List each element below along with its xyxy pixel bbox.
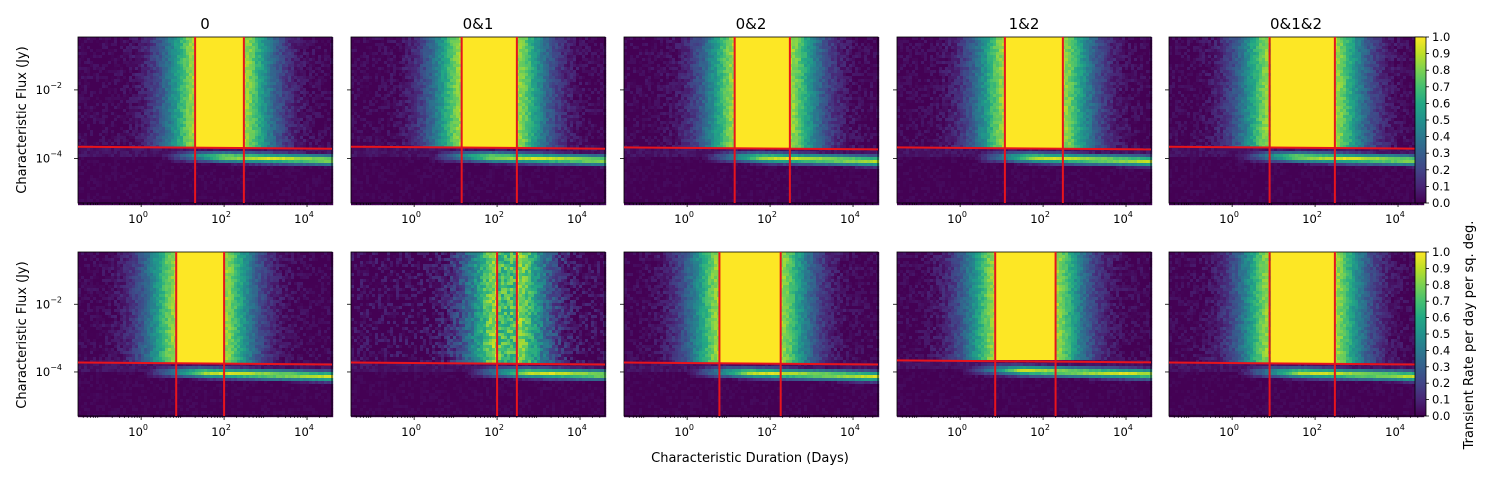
colorbar-tick-4: 0.4 <box>1432 343 1450 357</box>
panel-bottom-2: 100 102 104 <box>620 252 879 439</box>
y-tick-label-1: 10−4 <box>36 149 62 165</box>
x-tick-label-1: 102 <box>757 423 777 439</box>
x-tick-label-1: 102 <box>1302 423 1322 439</box>
colorbar-tick-2: 0.2 <box>1432 163 1450 177</box>
x-tick-label-2: 104 <box>1385 210 1405 226</box>
colorbar-tick-6: 0.6 <box>1432 311 1450 325</box>
panel-bottom-1: 100 102 104 <box>347 252 606 439</box>
heatmap-cells <box>1169 37 1424 205</box>
colorbar-tick-3: 0.3 <box>1432 146 1450 160</box>
panel-top-4: 100 102 104 0&1&2 <box>1165 15 1424 226</box>
panel-top-2: 100 102 104 0&2 <box>620 15 879 226</box>
x-tick-label-0: 100 <box>128 210 148 226</box>
x-tick-label-0: 100 <box>1219 423 1239 439</box>
x-tick-label-1: 102 <box>757 210 777 226</box>
x-tick-label-2: 104 <box>840 423 860 439</box>
x-tick-label-2: 104 <box>567 423 587 439</box>
heatmap-cells <box>624 37 879 205</box>
ylabel-bottom: Characteristic Flux (Jy) <box>15 261 30 408</box>
colorbar-tick-10: 1.0 <box>1432 30 1450 44</box>
colorbar-tick-6: 0.6 <box>1432 96 1450 110</box>
colorbar-tick-1: 0.1 <box>1432 179 1450 193</box>
heatmap-cells <box>78 37 333 205</box>
panel-top-3: 100 102 104 1&2 <box>893 15 1152 226</box>
panel-title-1: 0&1 <box>463 15 494 33</box>
colorbar-tick-5: 0.5 <box>1432 113 1450 127</box>
panels: 100 102 104 10−2 10−4 0 100 102 104 0&1 100 102 104 0… <box>36 15 1425 439</box>
colorbar-tick-8: 0.8 <box>1432 63 1450 77</box>
colorbar-tick-5: 0.5 <box>1432 327 1450 341</box>
x-tick-label-0: 100 <box>947 210 967 226</box>
panel-title-4: 0&1&2 <box>1270 15 1322 33</box>
panel-title-3: 1&2 <box>1009 15 1040 33</box>
heatmap-cells <box>78 252 333 417</box>
panel-title-2: 0&2 <box>736 15 767 33</box>
panel-title-0: 0 <box>200 15 210 33</box>
colorbar-tick-10: 1.0 <box>1432 245 1450 259</box>
colorbar-label: Transient Rate per day per sq. deg. <box>1462 221 1477 451</box>
colorbar-bottom: 0.0 0.1 0.2 0.3 0.4 0.5 0.6 0.7 0.8 0.9 1.0 <box>1415 245 1450 423</box>
panel-top-0: 100 102 104 10−2 10−4 0 <box>36 15 334 226</box>
heatmap-cells <box>351 252 606 417</box>
x-tick-label-1: 102 <box>484 423 504 439</box>
colorbar-tick-7: 0.7 <box>1432 80 1450 94</box>
y-tick-label-0: 10−2 <box>36 81 62 97</box>
y-tick-label-1: 10−4 <box>36 363 62 379</box>
colorbar-tick-1: 0.1 <box>1432 393 1450 407</box>
heatmap-cells <box>897 252 1152 417</box>
x-tick-label-0: 100 <box>674 423 694 439</box>
colorbar-top: 0.0 0.1 0.2 0.3 0.4 0.5 0.6 0.7 0.8 0.9 1.0 <box>1415 30 1450 210</box>
x-tick-label-2: 104 <box>840 210 860 226</box>
panel-bottom-0: 100 102 104 10−2 10−4 <box>36 252 334 439</box>
x-tick-label-0: 100 <box>401 210 421 226</box>
x-tick-label-0: 100 <box>947 423 967 439</box>
colorbar-tick-9: 0.9 <box>1432 261 1450 275</box>
x-tick-label-1: 102 <box>1030 423 1050 439</box>
x-tick-label-0: 100 <box>1219 210 1239 226</box>
x-tick-label-1: 102 <box>484 210 504 226</box>
colorbar-tick-0: 0.0 <box>1432 409 1450 423</box>
y-tick-label-0: 10−2 <box>36 295 62 311</box>
heatmap-cells <box>351 37 606 205</box>
x-tick-label-0: 100 <box>674 210 694 226</box>
x-tick-label-1: 102 <box>211 423 231 439</box>
colorbar-tick-4: 0.4 <box>1432 130 1450 144</box>
colorbar-tick-7: 0.7 <box>1432 294 1450 308</box>
panel-bottom-3: 100 102 104 <box>893 252 1152 439</box>
panel-top-1: 100 102 104 0&1 <box>347 15 606 226</box>
heatmap-cells <box>1169 252 1424 417</box>
x-tick-label-1: 102 <box>1302 210 1322 226</box>
x-tick-label-2: 104 <box>294 210 314 226</box>
heatmap-cells <box>624 252 879 417</box>
x-tick-label-2: 104 <box>294 423 314 439</box>
x-tick-label-2: 104 <box>1113 210 1133 226</box>
ylabel-top: Characteristic Flux (Jy) <box>15 46 30 193</box>
x-tick-label-0: 100 <box>401 423 421 439</box>
x-axis-label: Characteristic Duration (Days) <box>651 451 849 466</box>
x-tick-label-1: 102 <box>1030 210 1050 226</box>
colorbar-tick-3: 0.3 <box>1432 360 1450 374</box>
x-tick-label-2: 104 <box>1385 423 1405 439</box>
colorbars: 0.00.10.20.30.40.50.60.70.80.91.00.00.10… <box>1415 30 1450 423</box>
heatmap-cells <box>897 37 1152 205</box>
colorbar-tick-2: 0.2 <box>1432 376 1450 390</box>
x-tick-label-0: 100 <box>128 423 148 439</box>
x-tick-label-2: 104 <box>567 210 587 226</box>
colorbar-tick-9: 0.9 <box>1432 47 1450 61</box>
x-tick-label-2: 104 <box>1113 423 1133 439</box>
colorbar-tick-8: 0.8 <box>1432 278 1450 292</box>
x-tick-label-1: 102 <box>211 210 231 226</box>
panel-bottom-4: 100 102 104 <box>1165 252 1424 439</box>
colorbar-tick-0: 0.0 <box>1432 196 1450 210</box>
